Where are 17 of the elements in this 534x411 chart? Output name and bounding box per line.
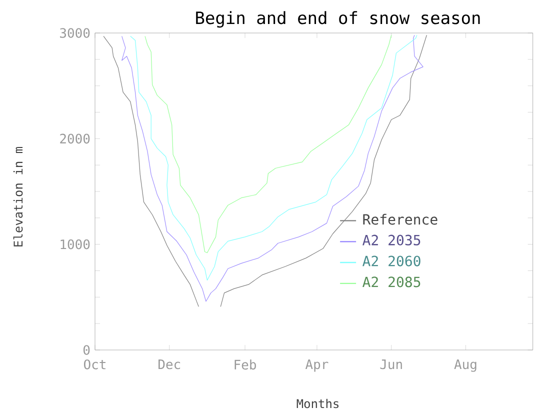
x-tick-label: Oct [84,360,106,370]
legend-label: A2 2060 [362,256,420,266]
x-tick-label: Apr [305,360,328,372]
y-tick-label: 3000 [60,28,90,38]
x-tick-label: Aug [454,360,476,372]
legend-label: A2 2085 [362,276,420,288]
y-axis-title: Elevation in m [13,147,23,246]
legend-label: Reference [363,214,438,225]
y-tick-label: 0 [83,345,90,355]
chart-title: Begin and end of snow season [196,11,480,28]
y-tick-label: 1000 [60,239,90,250]
x-tick-label: Jun [380,360,402,370]
x-tick-label: Feb [234,360,256,370]
x-axis-title: Months [296,398,338,408]
y-tick-label: 2000 [60,134,90,144]
x-tick-label: Dec [158,360,180,370]
legend-label: A2 2035 [362,234,420,246]
